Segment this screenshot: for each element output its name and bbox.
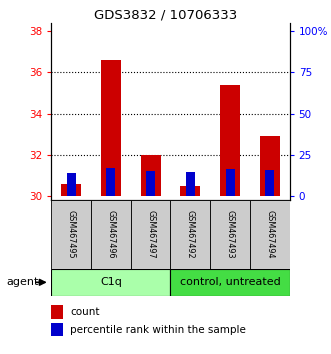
Bar — [210, 200, 250, 269]
Bar — [265, 170, 274, 196]
Bar — [106, 168, 115, 196]
Bar — [186, 172, 195, 196]
Bar — [51, 323, 63, 336]
Text: GSM467495: GSM467495 — [67, 210, 76, 259]
Bar — [141, 155, 161, 196]
Text: GSM467496: GSM467496 — [106, 210, 116, 259]
Bar — [180, 185, 200, 196]
Bar — [67, 173, 75, 196]
Text: control, untreated: control, untreated — [180, 277, 280, 287]
Bar — [91, 200, 131, 269]
Bar — [51, 200, 91, 269]
Text: C1q: C1q — [100, 277, 122, 287]
Bar — [146, 171, 155, 196]
Bar — [101, 60, 121, 196]
Bar — [226, 169, 234, 196]
Bar — [250, 200, 290, 269]
Text: GDS3832 / 10706333: GDS3832 / 10706333 — [94, 9, 237, 22]
Bar — [170, 200, 210, 269]
Bar — [61, 183, 81, 196]
Text: GSM467493: GSM467493 — [225, 210, 235, 259]
Text: GSM467497: GSM467497 — [146, 210, 155, 259]
Bar — [51, 269, 170, 296]
Bar — [260, 136, 280, 196]
Bar — [170, 269, 290, 296]
Text: percentile rank within the sample: percentile rank within the sample — [71, 325, 246, 335]
Text: GSM467492: GSM467492 — [186, 210, 195, 259]
Text: count: count — [71, 307, 100, 317]
Text: GSM467494: GSM467494 — [265, 210, 274, 259]
Bar — [51, 305, 63, 319]
Text: agent: agent — [7, 277, 39, 287]
Bar — [131, 200, 170, 269]
Bar — [220, 85, 240, 196]
